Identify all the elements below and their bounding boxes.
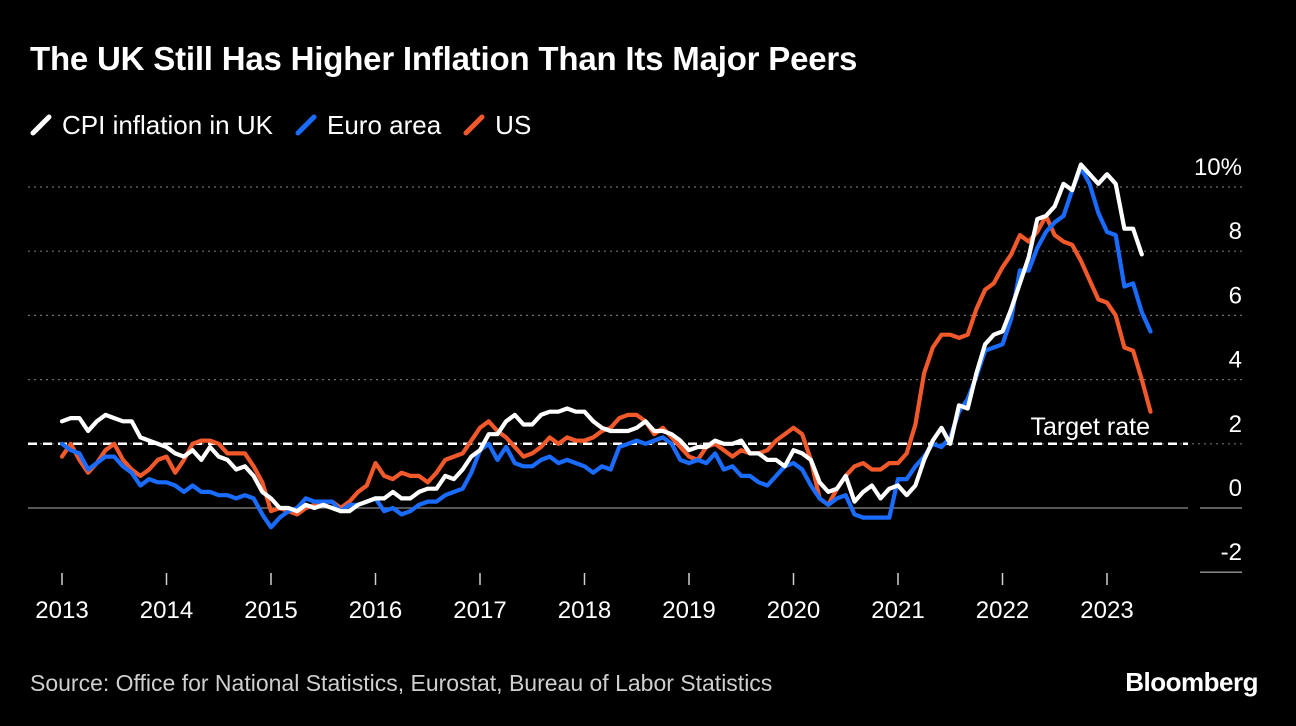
- source-note: Source: Office for National Statistics, …: [30, 670, 773, 696]
- y-tick-label: 6: [1229, 282, 1242, 309]
- x-tick-label: 2016: [349, 597, 402, 624]
- x-tick-label: 2017: [453, 597, 506, 624]
- series-line-euro-area: [59, 165, 1153, 530]
- y-axis-ticks: 10% 8 6 4 2 0 -2: [1194, 154, 1242, 566]
- y-tick-label: 4: [1229, 347, 1242, 374]
- chart-title: The UK Still Has Higher Inflation Than I…: [30, 40, 858, 77]
- x-tick-label: 2019: [662, 597, 715, 624]
- y-tick-label: -2: [1221, 539, 1242, 566]
- legend-item-uk: CPI inflation in UK: [30, 110, 273, 141]
- bloomberg-logo: Bloomberg: [1125, 667, 1258, 697]
- y-tick-label: 0: [1229, 475, 1242, 502]
- x-tick-label: 2023: [1080, 597, 1133, 624]
- y-tick-label: 8: [1229, 218, 1242, 245]
- uk-swatch-icon: [30, 114, 52, 136]
- euro-swatch-icon: [295, 114, 317, 136]
- target-label: Target rate: [1030, 413, 1150, 441]
- y-tick-label: 10%: [1194, 154, 1242, 181]
- x-tick-label: 2018: [558, 597, 611, 624]
- x-tick-label: 2014: [140, 597, 193, 624]
- us-swatch-icon: [463, 114, 485, 136]
- x-tick-label: 2015: [244, 597, 297, 624]
- legend-label-euro: Euro area: [326, 109, 442, 140]
- x-tick-label: 2022: [976, 597, 1029, 624]
- series-line-cpi-inflation-in-uk: [59, 162, 1144, 514]
- x-tick-label: 2021: [871, 597, 924, 624]
- gridlines: [28, 186, 1242, 573]
- series-lines: [59, 162, 1153, 530]
- legend-item-us: US: [463, 110, 531, 141]
- y-tick-label: 2: [1229, 411, 1242, 438]
- legend-label-uk: CPI inflation in UK: [62, 109, 273, 140]
- x-tick-label: 2013: [35, 597, 88, 624]
- legend: CPI inflation in UK Euro area US: [30, 108, 553, 142]
- legend-label-us: US: [495, 109, 532, 140]
- target-line-group: Target rate: [28, 413, 1188, 446]
- legend-item-euro: Euro area: [295, 110, 441, 141]
- x-axis-ticks: 2013 2014 2015 2016 2017 2018 2019 2020 2021 2022…: [35, 573, 1134, 624]
- x-tick-label: 2020: [767, 597, 820, 624]
